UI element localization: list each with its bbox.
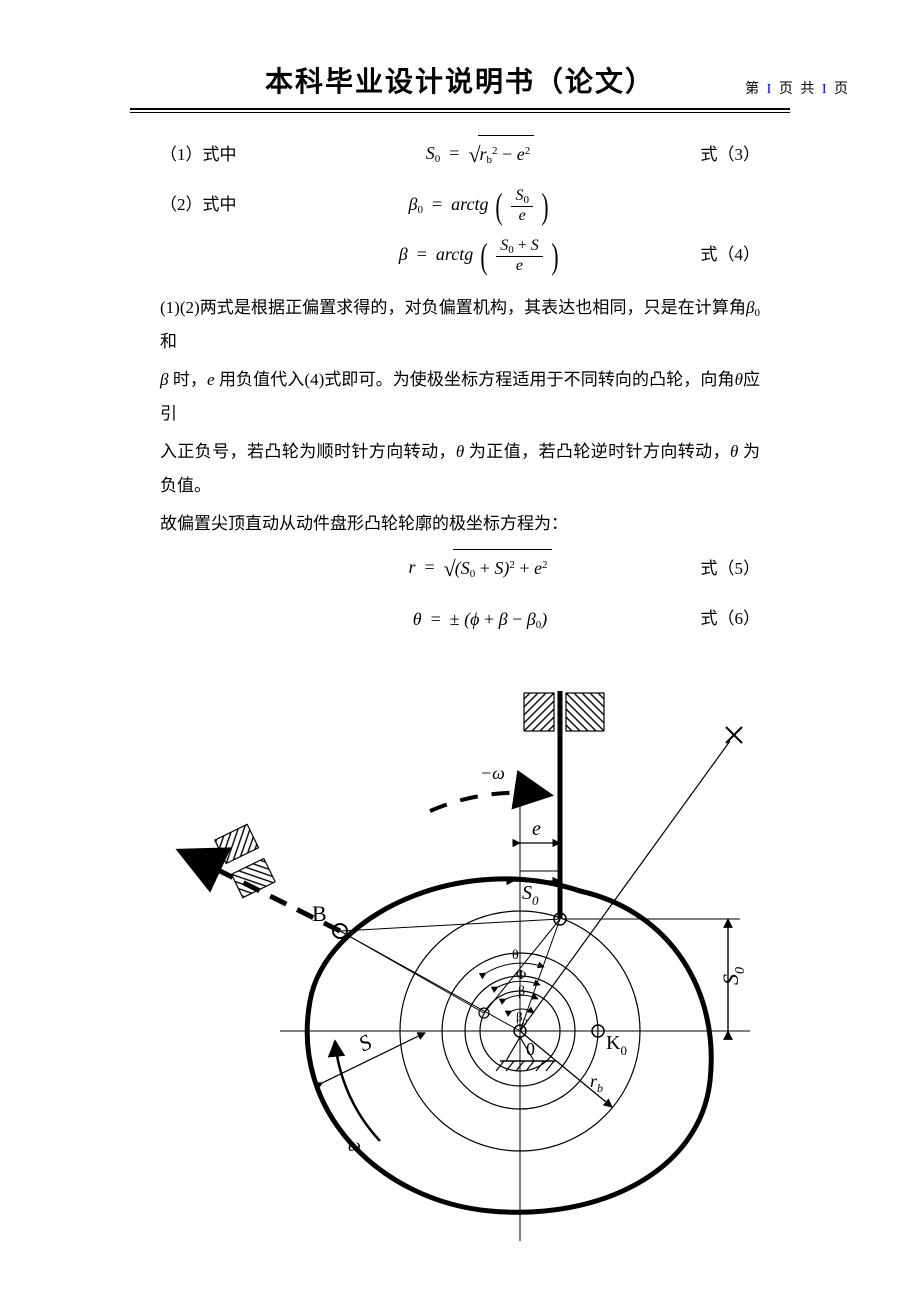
- header-pager: 第 I 页 共 I 页: [745, 78, 850, 98]
- label-beta0: β0: [516, 1009, 528, 1027]
- cam-diagram-svg: K0 0: [160, 671, 780, 1261]
- equation-3: （1）式中 S0 = √ rb2 − e2 式（3）: [160, 133, 760, 177]
- frac: S0 e: [511, 187, 533, 225]
- page-header: 本科毕业设计说明书（论文） 第 I 页 共 I 页: [70, 60, 850, 108]
- cam-diagram: K0 0: [160, 671, 760, 1273]
- content: （1）式中 S0 = √ rb2 − e2 式（3） （2）式中 β0 =: [70, 113, 850, 1273]
- frac: S0 + S e: [496, 237, 543, 275]
- paragraph-1: (1)(2)两式是根据正偏置求得的，对负偏置机构，其表达也相同，只是在计算角β0…: [160, 291, 760, 359]
- label-K0: K0: [606, 1032, 627, 1058]
- label-theta: θ: [512, 948, 519, 963]
- eq3-tag: 式（3）: [670, 138, 760, 172]
- label-S0-top: S0: [522, 882, 539, 908]
- equation-4: β = arctg ( S0 + S e ) 式（4）: [160, 233, 760, 277]
- eq4-tag: 式（4）: [670, 238, 760, 272]
- eq-beta0-math: β0 = arctg ( S0 e ): [290, 186, 670, 225]
- eq6-tag: 式（6）: [670, 602, 760, 636]
- label-neg-omega: −ω: [480, 763, 505, 783]
- label-beta: β: [518, 984, 525, 999]
- label-phi: Φ: [516, 968, 526, 983]
- header-rule: [130, 108, 790, 110]
- header-title: 本科毕业设计说明书（论文）: [265, 60, 655, 100]
- eq3-math: S0 = √ rb2 − e2: [290, 133, 670, 177]
- eq5-math: r = √ (S0 + S)2 + e2: [290, 547, 670, 591]
- label-S: S: [354, 1029, 375, 1056]
- equation-5: r = √ (S0 + S)2 + e2 式（5）: [160, 547, 760, 591]
- eq4-math: β = arctg ( S0 + S e ): [290, 236, 670, 275]
- eq-lead-1: （1）式中: [160, 138, 290, 172]
- eq5-tag: 式（5）: [670, 552, 760, 586]
- label-S0-right: S0: [718, 967, 748, 985]
- label-e: e: [532, 818, 541, 840]
- paragraph-2: β 时，e 用负值代入(4)式即可。为使极坐标方程适用于不同转向的凸轮，向角θ应…: [160, 363, 760, 431]
- equation-beta0: （2）式中 β0 = arctg ( S0 e ): [160, 183, 760, 227]
- sqrt-icon: √ rb2 − e2: [468, 133, 534, 177]
- paragraph-3: 入正负号，若凸轮为顺时针方向转动，θ 为正值，若凸轮逆时针方向转动，θ 为负值。: [160, 435, 760, 503]
- equation-6: θ = ± (ϕ + β − β0) 式（6）: [160, 597, 760, 641]
- label-omega: ω: [348, 1135, 361, 1155]
- label-rb: rb: [590, 1071, 603, 1095]
- eq-lead-2: （2）式中: [160, 188, 290, 222]
- eq6-math: θ = ± (ϕ + β − β0): [290, 601, 670, 637]
- sqrt-icon: √ (S0 + S)2 + e2: [444, 547, 552, 591]
- paragraph-4: 故偏置尖顶直动从动件盘形凸轮轮廓的极坐标方程为：: [160, 507, 760, 541]
